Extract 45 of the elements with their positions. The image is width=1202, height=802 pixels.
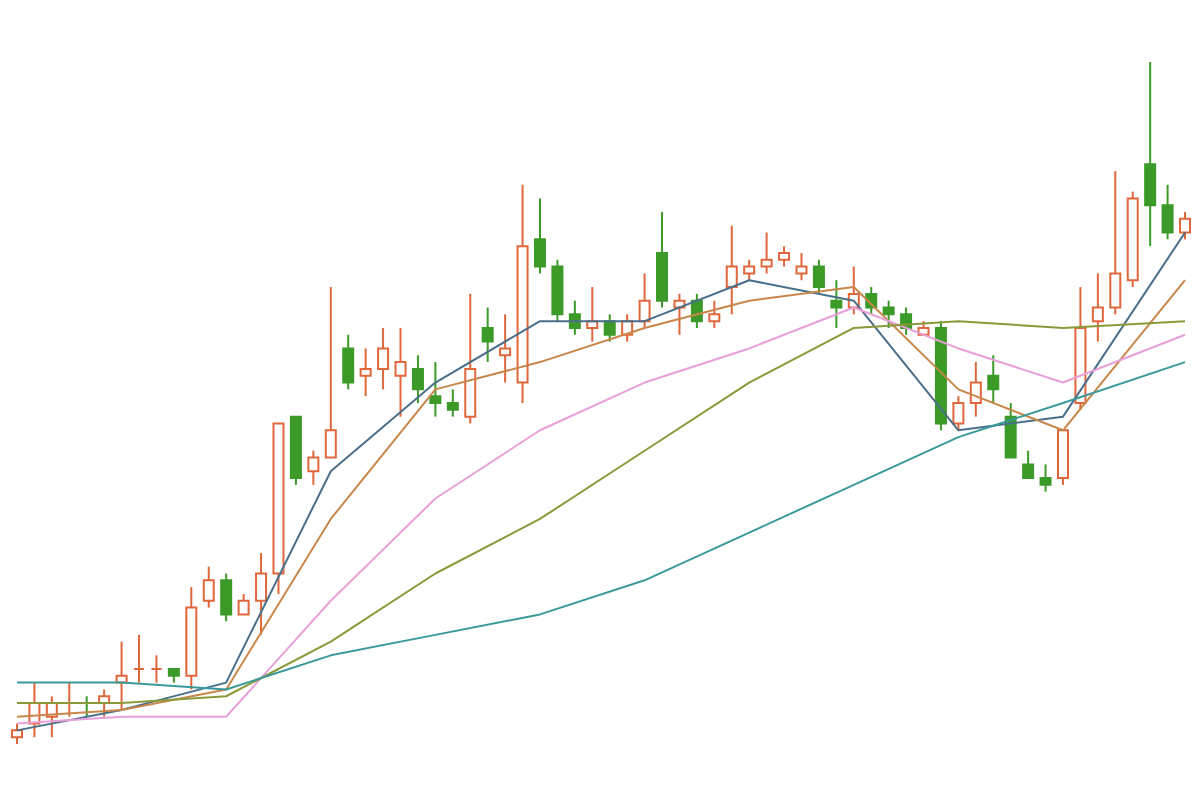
candlestick [481, 306, 494, 364]
candlestick [882, 299, 895, 329]
candlestick [1109, 170, 1122, 316]
candlestick [342, 333, 355, 391]
candlestick [202, 565, 215, 609]
candlestick [656, 211, 669, 309]
candlestick [446, 388, 459, 418]
candlestick [237, 592, 250, 616]
candlestick [255, 552, 268, 636]
candlestick [987, 354, 1000, 404]
candlestick [377, 326, 390, 391]
candlestick [743, 258, 756, 282]
candlestick [220, 572, 233, 623]
candlestick [708, 299, 721, 329]
candlestick [1022, 449, 1035, 480]
candlestick [359, 347, 372, 398]
candlestick [133, 633, 146, 684]
candlestick [499, 313, 512, 384]
candlestick [830, 279, 843, 329]
candlestick [638, 272, 651, 329]
candlestick [150, 654, 163, 684]
candlestick [568, 299, 581, 336]
candlestick [1091, 272, 1104, 343]
candlestick [411, 354, 424, 404]
candlestick [725, 224, 738, 316]
candlestick [551, 258, 564, 323]
candlestick [324, 286, 337, 459]
candlestick [778, 245, 791, 268]
candlestick [1004, 402, 1017, 459]
candlestick [603, 313, 616, 343]
candlestick [795, 251, 808, 282]
candlestick [1161, 183, 1174, 241]
candlestick [533, 197, 546, 275]
candlestick [464, 292, 477, 425]
candlestick [952, 395, 965, 432]
candlestick [812, 258, 825, 295]
candlestick [1144, 61, 1157, 248]
candlestick [10, 722, 23, 745]
candlestick [429, 361, 442, 418]
candlestick [760, 231, 773, 275]
candlestick [1179, 211, 1192, 241]
candlestick [394, 326, 407, 418]
candlestick [307, 449, 320, 486]
candlestick [1039, 463, 1052, 493]
candlestick [1056, 429, 1069, 486]
